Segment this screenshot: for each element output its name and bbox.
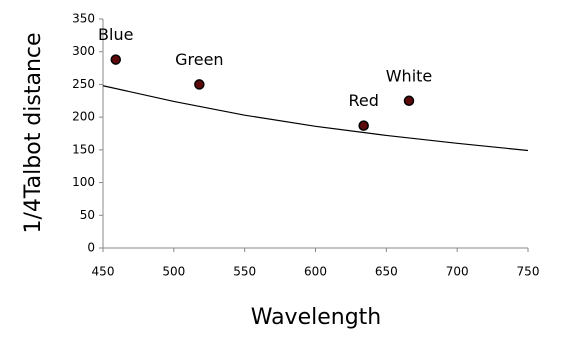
x-tick-label: 500 xyxy=(162,265,185,279)
y-axis-title: 1/4Talbot distance xyxy=(21,32,46,233)
point-label: Red xyxy=(348,91,378,110)
x-tick-label: 700 xyxy=(446,265,469,279)
point-label: Green xyxy=(175,50,223,69)
y-tick-label: 300 xyxy=(72,44,95,58)
y-tick-label: 100 xyxy=(72,175,95,189)
y-tick-label: 350 xyxy=(72,12,95,26)
x-tick-label: 750 xyxy=(517,265,540,279)
x-tick-label: 450 xyxy=(92,265,115,279)
point xyxy=(194,79,205,90)
point xyxy=(358,120,369,131)
y-tick-label: 250 xyxy=(72,77,95,91)
y-tick-label: 0 xyxy=(87,241,95,255)
point-label: Blue xyxy=(98,25,133,44)
fit-curve xyxy=(102,85,529,152)
y-tick-label: 150 xyxy=(72,142,95,156)
x-axis-title: Wavelength xyxy=(251,305,382,330)
point xyxy=(110,54,121,65)
x-tick-label: 650 xyxy=(375,265,398,279)
x-tick-label: 600 xyxy=(304,265,327,279)
y-tick-label: 200 xyxy=(72,110,95,124)
y-tick-label: 50 xyxy=(80,208,95,222)
point xyxy=(403,95,415,107)
x-tick-label: 550 xyxy=(233,265,256,279)
point-label: White xyxy=(386,66,433,85)
